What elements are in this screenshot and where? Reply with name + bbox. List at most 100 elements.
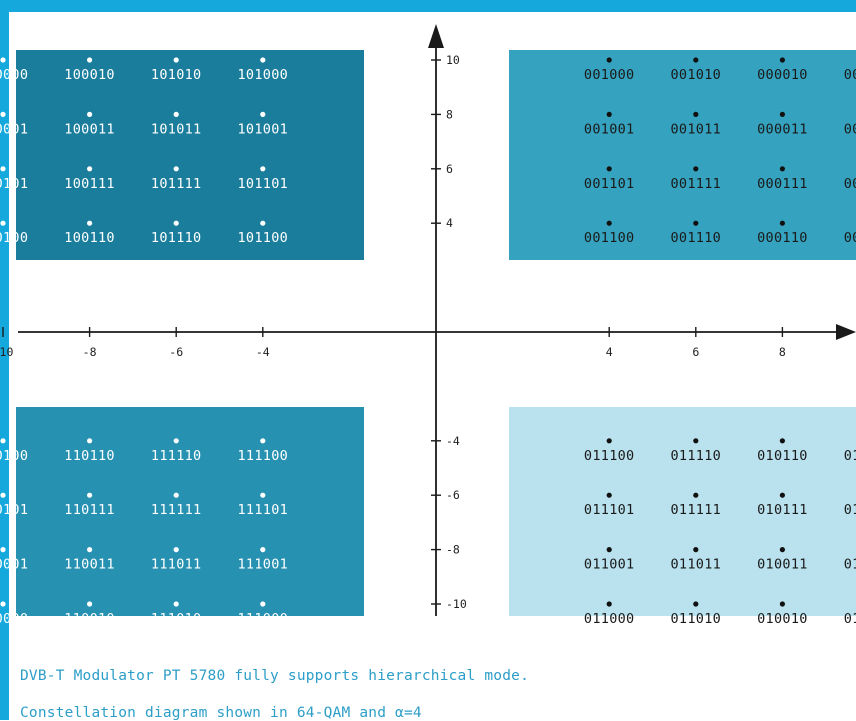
point-label: 011000 bbox=[584, 611, 635, 627]
constellation-point bbox=[87, 220, 93, 226]
point-label: 100011 bbox=[64, 121, 115, 137]
constellation-point bbox=[260, 220, 266, 226]
constellation-point bbox=[693, 438, 699, 444]
constellation-point bbox=[173, 601, 179, 607]
point-label: 111000 bbox=[238, 611, 289, 627]
quadrant-bottom-left bbox=[16, 407, 364, 616]
point-label: 101101 bbox=[238, 176, 289, 192]
constellation-point bbox=[693, 492, 699, 498]
point-label: 111010 bbox=[151, 611, 202, 627]
point-label: 011111 bbox=[671, 502, 722, 518]
x-tick-label: -8 bbox=[83, 345, 97, 359]
y-tick-label: -4 bbox=[446, 434, 460, 448]
quadrant-top-right bbox=[509, 50, 856, 260]
constellation-point bbox=[173, 111, 179, 117]
constellation-point bbox=[87, 166, 93, 172]
x-tick-label: -6 bbox=[169, 345, 183, 359]
point-label: 101110 bbox=[151, 230, 202, 246]
constellation-point bbox=[173, 547, 179, 553]
y-tick-label: 10 bbox=[446, 53, 460, 67]
y-tick-label: 4 bbox=[446, 216, 453, 230]
point-label: 110010 bbox=[64, 611, 115, 627]
constellation-point bbox=[260, 57, 266, 63]
constellation-point bbox=[693, 57, 699, 63]
constellation-point bbox=[606, 438, 612, 444]
constellation-point bbox=[779, 166, 786, 172]
constellation-point bbox=[606, 547, 612, 553]
constellation-point bbox=[779, 547, 786, 553]
quadrant-bottom-right bbox=[509, 407, 856, 616]
quadrant-top-left bbox=[16, 50, 364, 260]
constellation-point bbox=[0, 57, 6, 63]
point-label: 111110 bbox=[151, 448, 202, 464]
constellation-point bbox=[779, 438, 786, 444]
x-tick-label: 4 bbox=[606, 345, 613, 359]
constellation-point bbox=[173, 438, 179, 444]
point-label: 001111 bbox=[671, 176, 722, 192]
point-label: 000000 bbox=[844, 67, 856, 83]
constellation-point bbox=[606, 601, 612, 607]
point-label: 001011 bbox=[671, 121, 722, 137]
point-label: 001110 bbox=[671, 230, 722, 246]
constellation-point bbox=[87, 492, 93, 498]
point-label: 110110 bbox=[64, 448, 115, 464]
y-tick-label: 8 bbox=[446, 107, 453, 121]
constellation-point bbox=[0, 492, 6, 498]
constellation-point bbox=[693, 220, 699, 226]
y-axis-arrow-icon bbox=[428, 24, 444, 48]
constellation-point bbox=[173, 492, 179, 498]
point-label: 010110 bbox=[757, 448, 808, 464]
point-label: 100110 bbox=[64, 230, 115, 246]
y-tick-label: 6 bbox=[446, 162, 453, 176]
constellation-point bbox=[260, 492, 266, 498]
point-label: 001001 bbox=[584, 121, 635, 137]
point-label: 001010 bbox=[671, 67, 722, 83]
y-tick-label: -10 bbox=[446, 597, 467, 611]
point-label: 011110 bbox=[671, 448, 722, 464]
point-label: 101111 bbox=[151, 176, 202, 192]
constellation-point bbox=[779, 57, 786, 63]
point-label: 000011 bbox=[757, 121, 808, 137]
point-label: 011001 bbox=[584, 557, 635, 573]
constellation-point bbox=[779, 601, 786, 607]
caption-line-2: Constellation diagram shown in 64-QAM an… bbox=[20, 705, 422, 721]
constellation-point bbox=[260, 111, 266, 117]
point-label: 001000 bbox=[584, 67, 635, 83]
constellation-point bbox=[260, 547, 266, 553]
constellation-point bbox=[0, 601, 6, 607]
point-label: 101010 bbox=[151, 67, 202, 83]
constellation-point bbox=[606, 220, 612, 226]
point-label: 101001 bbox=[238, 121, 289, 137]
point-label: 000110 bbox=[757, 230, 808, 246]
point-label: 001101 bbox=[584, 176, 635, 192]
point-label: 111100 bbox=[238, 448, 289, 464]
constellation-point bbox=[260, 166, 266, 172]
constellation-point bbox=[606, 111, 612, 117]
constellation-point bbox=[87, 547, 93, 553]
caption-line-1: DVB-T Modulator PT 5780 fully supports h… bbox=[20, 668, 529, 684]
constellation-point bbox=[87, 438, 93, 444]
point-label: 110111 bbox=[64, 502, 115, 518]
constellation-point bbox=[0, 111, 6, 117]
constellation-point bbox=[606, 57, 612, 63]
constellation-point bbox=[779, 220, 786, 226]
point-label: 011101 bbox=[584, 502, 635, 518]
constellation-point bbox=[173, 166, 179, 172]
constellation-point bbox=[87, 111, 93, 117]
point-label: 010011 bbox=[757, 557, 808, 573]
constellation-point bbox=[693, 111, 699, 117]
constellation-point bbox=[173, 57, 179, 63]
point-label: 011011 bbox=[671, 557, 722, 573]
